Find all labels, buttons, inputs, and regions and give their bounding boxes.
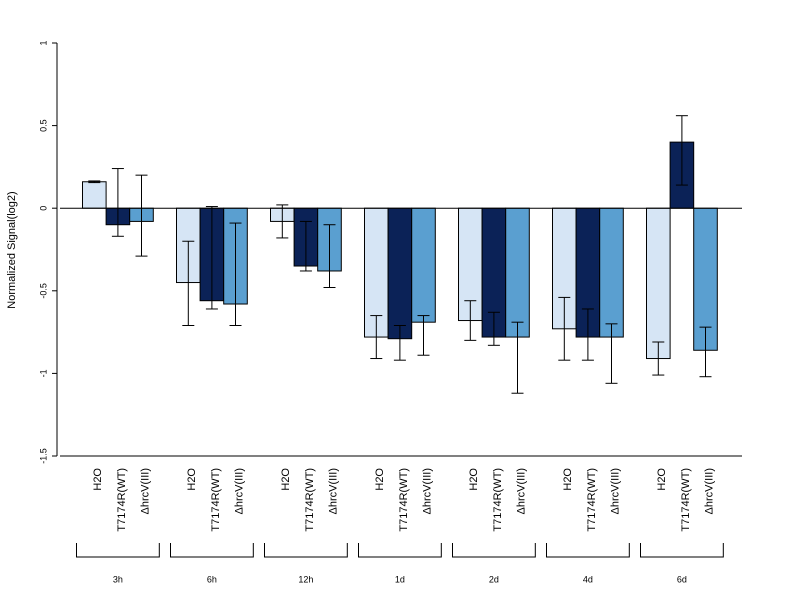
- group-bracket: [358, 543, 442, 558]
- bar: [505, 207, 530, 338]
- group-label: 12h: [298, 574, 313, 584]
- bar: [646, 207, 671, 360]
- y-tick-label: 0: [38, 206, 48, 211]
- y-axis-label: Normalized Signal(log2): [6, 191, 18, 308]
- y-tick-label: -1: [38, 369, 48, 377]
- y-tick-label: 1: [38, 40, 48, 45]
- error-bars: [88, 115, 712, 394]
- group-bracket: [546, 543, 630, 558]
- category-label: ΔhrcV(III): [703, 468, 715, 514]
- y-tick-label: -1.5: [38, 448, 48, 464]
- group-label: 2d: [489, 574, 499, 584]
- bars: [82, 141, 718, 360]
- category-label: ΔhrcV(III): [515, 468, 527, 514]
- category-label: T7174R(WT): [398, 468, 410, 532]
- y-tick-label: -0.5: [38, 283, 48, 299]
- group-label: 3h: [113, 574, 123, 584]
- group-bracket: [170, 543, 254, 558]
- group-label: 1d: [395, 574, 405, 584]
- y-tick-label: 0.5: [38, 119, 48, 132]
- category-label: H2O: [92, 468, 104, 491]
- category-label: H2O: [468, 468, 480, 491]
- x-axis: [60, 207, 742, 457]
- group-bracket: [452, 543, 536, 558]
- category-label: H2O: [562, 468, 574, 491]
- category-label: T7174R(WT): [586, 468, 598, 532]
- category-label: T7174R(WT): [680, 468, 692, 532]
- group-label: 6h: [207, 574, 217, 584]
- group-bracket: [76, 543, 160, 558]
- bar: [82, 181, 107, 209]
- category-label: H2O: [186, 468, 198, 491]
- category-label: H2O: [280, 468, 292, 491]
- category-labels: H2O T7174R(WT) ΔhrcV(III) H2O T7174R(WT) Δhrc…: [92, 468, 715, 532]
- category-label: ΔhrcV(III): [139, 468, 151, 514]
- category-label: H2O: [656, 468, 668, 491]
- bar: [599, 207, 624, 338]
- category-label: ΔhrcV(III): [233, 468, 245, 514]
- group-brackets: 3h 6h 12h 1d 2d 4d 6d: [76, 543, 724, 584]
- group-bracket: [264, 543, 348, 558]
- category-label: T7174R(WT): [492, 468, 504, 532]
- category-label: ΔhrcV(III): [609, 468, 621, 514]
- category-label: T7174R(WT): [116, 468, 128, 532]
- group-label: 6d: [677, 574, 687, 584]
- category-label: ΔhrcV(III): [327, 468, 339, 514]
- category-label: H2O: [374, 468, 386, 491]
- bar: [411, 207, 436, 323]
- category-label: T7174R(WT): [210, 468, 222, 532]
- category-label: ΔhrcV(III): [421, 468, 433, 514]
- bar: [387, 207, 413, 340]
- group-label: 4d: [583, 574, 593, 584]
- category-label: T7174R(WT): [304, 468, 316, 532]
- y-axis: 1 0.5 0 -0.5 -1 -1.5: [38, 40, 58, 464]
- group-bracket: [640, 543, 724, 558]
